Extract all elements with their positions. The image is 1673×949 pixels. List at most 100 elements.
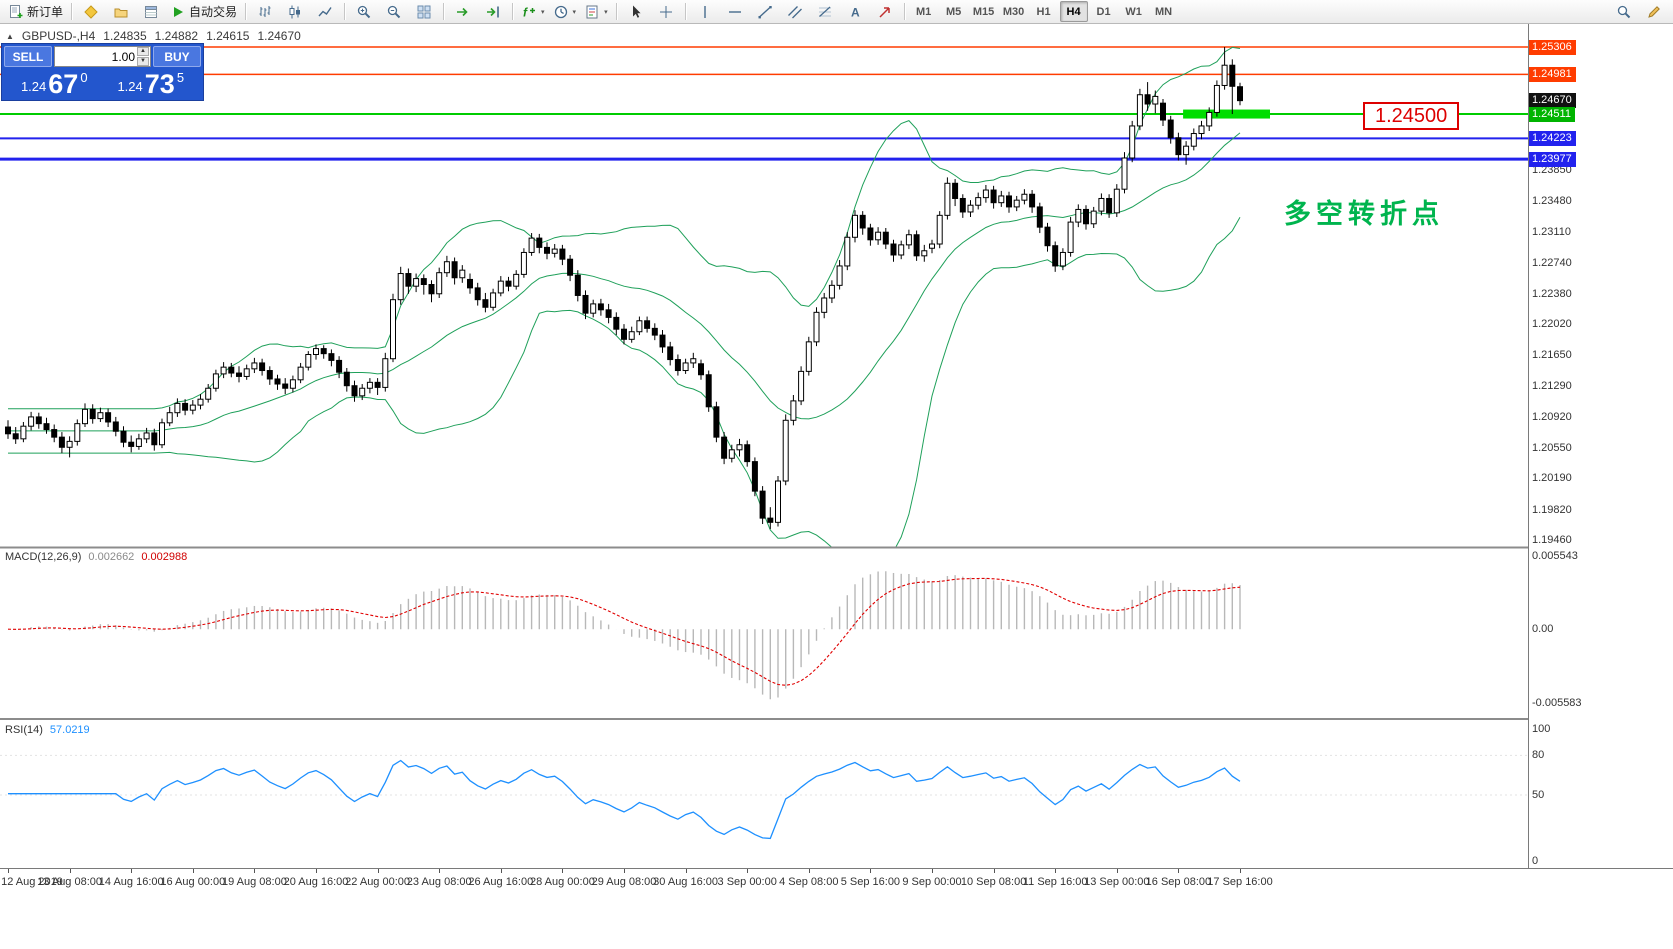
time-axis-tick xyxy=(870,869,872,873)
time-axis-tick xyxy=(500,869,502,873)
quick-edit-button[interactable] xyxy=(1639,1,1669,23)
auto-play-icon xyxy=(170,4,186,20)
channel-icon xyxy=(787,4,803,20)
profiles-button[interactable] xyxy=(106,1,136,23)
toolbar-separator xyxy=(245,3,247,20)
timeframe-m15[interactable]: M15 xyxy=(972,5,995,18)
timeframe-mn[interactable]: MN xyxy=(1155,5,1173,18)
zoom-in-button[interactable] xyxy=(349,1,379,23)
search-button[interactable] xyxy=(1609,1,1639,23)
time-axis-label: 12 Aug 2019 xyxy=(1,876,63,888)
tile-windows-button[interactable] xyxy=(409,1,439,23)
time-axis-tick xyxy=(192,869,194,873)
vline-icon xyxy=(697,4,713,20)
ohlc-low: 1.24615 xyxy=(206,29,250,43)
cursor-button[interactable] xyxy=(621,1,651,23)
symbol-label: GBPUSD-,H4 xyxy=(21,29,96,43)
chevron-down-icon: ▾ xyxy=(541,8,545,16)
tile-icon xyxy=(416,4,432,20)
chart-window[interactable]: ▲ GBPUSD-,H4 1.24835 1.24882 1.24615 1.2… xyxy=(0,24,1673,949)
time-axis-tick xyxy=(69,869,71,873)
toolbar-right-group xyxy=(1609,1,1669,23)
sell-price-prefix: 1.24 xyxy=(20,79,47,94)
zoom-in-icon xyxy=(356,4,372,20)
zoom-out-button[interactable] xyxy=(379,1,409,23)
data-window-button[interactable] xyxy=(136,1,166,23)
macd-signal-value: 0.002988 xyxy=(141,551,188,563)
arrows-icon xyxy=(877,4,893,20)
fibonacci-button[interactable] xyxy=(810,1,840,23)
price-axis[interactable]: 1.23850 1.23480 1.23110 1.22740 1.22380 1.220… xyxy=(1528,24,1673,868)
timeframe-d1[interactable]: D1 xyxy=(1096,5,1111,18)
svg-text:A: A xyxy=(851,5,860,19)
time-axis-label: 3 Sep 00:00 xyxy=(717,876,777,888)
annotation-note[interactable]: 多空转折点 xyxy=(1284,199,1444,229)
new-order-button[interactable]: 新订单 xyxy=(4,1,67,23)
macd-pane xyxy=(7,571,1241,700)
chart-shift-button[interactable] xyxy=(478,1,508,23)
buy-price[interactable]: 1.24 73 5 xyxy=(103,70,200,98)
time-axis-label: 4 Sep 08:00 xyxy=(779,876,839,888)
toolbar-separator xyxy=(903,3,905,20)
collapse-panel-icon[interactable]: ▲ xyxy=(6,31,14,41)
chart-canvas[interactable]: 1.23850 1.23480 1.23110 1.22740 1.22380 1.220… xyxy=(0,24,1673,949)
timeframe-m5[interactable]: M5 xyxy=(945,5,962,18)
templates-button[interactable]: ▾ xyxy=(580,1,612,23)
metaeditor-icon xyxy=(83,4,99,20)
trendline-button[interactable] xyxy=(750,1,780,23)
buy-button[interactable]: BUY xyxy=(153,46,201,67)
auto-trading-button[interactable]: 自动交易 xyxy=(166,1,241,23)
time-axis[interactable]: 12 Aug 2019 13 Aug 08:00 14 Aug 16:00 16 Au… xyxy=(0,868,1673,894)
price-axis-label: 1.23850 xyxy=(1532,163,1572,176)
text-label-button[interactable]: A xyxy=(840,1,870,23)
time-axis-label: 11 Sep 16:00 xyxy=(1022,876,1088,888)
data-window-icon xyxy=(143,4,159,20)
rsi-value: 57.0219 xyxy=(49,724,90,736)
time-axis-label: 26 Aug 16:00 xyxy=(468,876,534,888)
volume-field[interactable]: 1.00 ▲ ▼ xyxy=(54,46,151,67)
search-icon xyxy=(1616,4,1632,20)
time-axis-label: 17 Sep 16:00 xyxy=(1207,876,1273,888)
vertical-line-button[interactable] xyxy=(690,1,720,23)
timeframe-m1[interactable]: M1 xyxy=(915,5,932,18)
macd-axis-label: 0.005543 xyxy=(1532,550,1578,562)
arrows-button[interactable] xyxy=(870,1,900,23)
price-tag: 1.24223 xyxy=(1529,130,1576,146)
time-axis-label: 9 Sep 00:00 xyxy=(902,876,962,888)
sell-price[interactable]: 1.24 67 0 xyxy=(6,70,103,98)
indicators-icon: f xyxy=(521,4,537,20)
crosshair-button[interactable] xyxy=(651,1,681,23)
timeframe-h1[interactable]: H1 xyxy=(1036,5,1051,18)
macd-main-value: 0.002662 xyxy=(88,551,135,563)
time-axis-tick xyxy=(808,869,810,873)
volume-down-button[interactable]: ▼ xyxy=(137,57,149,66)
macd-indicator-label: MACD(12,26,9) 0.002662 0.002988 xyxy=(5,551,187,563)
line-chart-icon xyxy=(317,4,333,20)
auto-scroll-button[interactable] xyxy=(448,1,478,23)
time-axis-tick xyxy=(439,869,441,873)
line-chart-button[interactable] xyxy=(310,1,340,23)
volume-up-button[interactable]: ▲ xyxy=(137,47,149,56)
time-axis-label: 16 Aug 00:00 xyxy=(160,876,226,888)
bollinger-upper-band xyxy=(8,46,1241,410)
periods-button[interactable]: ▾ xyxy=(549,1,581,23)
timeframe-m30[interactable]: M30 xyxy=(1002,5,1025,18)
channel-button[interactable] xyxy=(780,1,810,23)
timeframe-h4[interactable]: H4 xyxy=(1059,1,1088,22)
ohlc-close: 1.24670 xyxy=(257,29,301,43)
candlestick-chart-button[interactable] xyxy=(280,1,310,23)
price-axis-label: 1.19460 xyxy=(1532,534,1572,547)
timeframe-w1[interactable]: W1 xyxy=(1125,5,1142,18)
rsi-axis-label: 0 xyxy=(1532,855,1539,867)
metaeditor-button[interactable] xyxy=(76,1,106,23)
time-axis-tick xyxy=(1116,869,1118,873)
toolbar: 新订单 自动交易 f ▾ ▾ ▾ A M1 M5 M15 M30 H1 H4 D1 W1 MN xyxy=(0,0,1673,24)
price-tag: 1.25306 xyxy=(1529,39,1576,55)
one-click-trading-panel: SELL 1.00 ▲ ▼ BUY 1.24 67 0 1.24 73 5 xyxy=(1,43,204,101)
ohlc-high: 1.24882 xyxy=(154,29,199,43)
bar-chart-button[interactable] xyxy=(250,1,280,23)
sell-button[interactable]: SELL xyxy=(4,46,52,67)
indicators-button[interactable]: f ▾ xyxy=(517,1,549,23)
price-callout-label[interactable]: 1.24500 xyxy=(1363,102,1460,130)
horizontal-line-button[interactable] xyxy=(720,1,750,23)
